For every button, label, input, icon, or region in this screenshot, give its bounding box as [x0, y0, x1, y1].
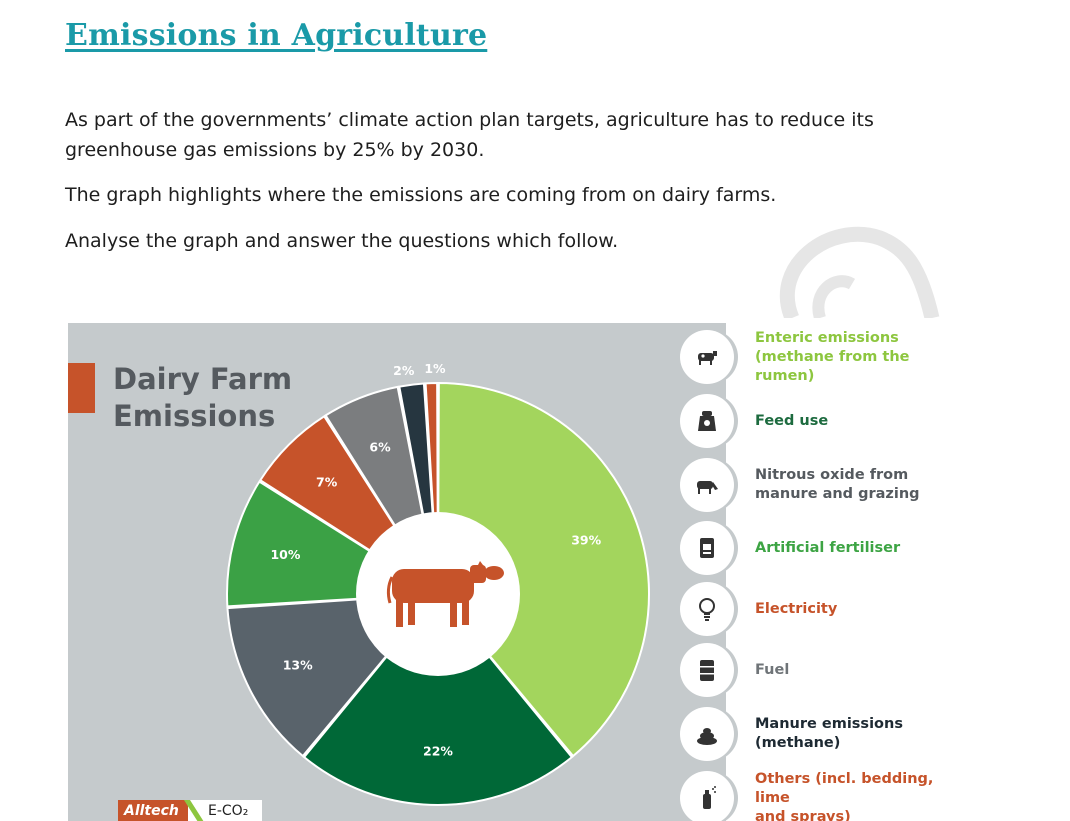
legend-item: Feed use [680, 394, 968, 448]
donut-chart: 39% 22% 13% 10% 7% 6% 2% 1% [226, 361, 650, 806]
dairy-emissions-infographic: Dairy Farm Emissions 39% 22% 13% 10% 7% 6% 2% 1… [68, 323, 968, 821]
lightbulb-icon [680, 582, 734, 636]
slice-label-6: 6% [369, 440, 391, 455]
fuel-barrel-icon [680, 643, 734, 697]
slice-label-10: 10% [270, 547, 300, 562]
chart-title-line-1: Dairy Farm [113, 362, 293, 396]
cow-icon [680, 330, 734, 384]
logo-slash-icon [184, 800, 204, 821]
fertiliser-bag-icon [680, 521, 734, 575]
slice-label-2: 2% [393, 363, 415, 378]
slice-label-13: 13% [283, 658, 313, 673]
altech-logo: Alltech E-CO₂ [118, 800, 262, 821]
logo-brand-text: Alltech [118, 800, 188, 821]
slice-label-22: 22% [423, 744, 453, 759]
legend-label: Enteric emissions (methane from the rume… [755, 329, 910, 384]
slice-label-39: 39% [571, 533, 601, 548]
graph-description-paragraph: The graph highlights where the emissions… [65, 184, 777, 206]
chart-title: Dairy Farm Emissions [113, 361, 292, 435]
legend-label: Others (incl. bedding, lime and sprays) [755, 770, 934, 821]
legend-label: Nitrous oxide from manure and grazing [755, 467, 920, 502]
legend-label: Artificial fertiliser [755, 539, 901, 556]
legend-label: Electricity [755, 600, 838, 617]
legend-label: Feed use [755, 412, 829, 429]
legend-item: Others (incl. bedding, lime and sprays) [680, 771, 968, 821]
heading-accent-bar [68, 363, 95, 413]
instruction-paragraph: Analyse the graph and answer the questio… [65, 230, 619, 252]
grazing-cow-icon [680, 458, 734, 512]
logo-eco2-text: E-CO₂ [208, 803, 249, 819]
legend-item: Nitrous oxide from manure and grazing [680, 458, 968, 512]
page-title: Emissions in Agriculture [65, 18, 488, 53]
cow-silhouette-icon [386, 561, 504, 627]
chart-title-line-2: Emissions [113, 399, 276, 433]
feed-bag-icon [680, 394, 734, 448]
legend-item: Enteric emissions (methane from the rume… [680, 330, 968, 384]
manure-icon [680, 707, 734, 761]
legend-item: Electricity [680, 582, 968, 636]
slice-label-7: 7% [316, 475, 338, 490]
legend-label: Fuel [755, 661, 790, 678]
intro-paragraph: As part of the governments’ climate acti… [65, 109, 874, 161]
legend-item: Fuel [680, 643, 968, 697]
spray-can-icon [680, 771, 734, 821]
watermark-arc [779, 226, 940, 318]
legend-label: Manure emissions (methane) [755, 716, 903, 751]
legend-item: Manure emissions (methane) [680, 707, 968, 761]
legend-item: Artificial fertiliser [680, 521, 968, 575]
slice-label-1: 1% [424, 361, 446, 376]
